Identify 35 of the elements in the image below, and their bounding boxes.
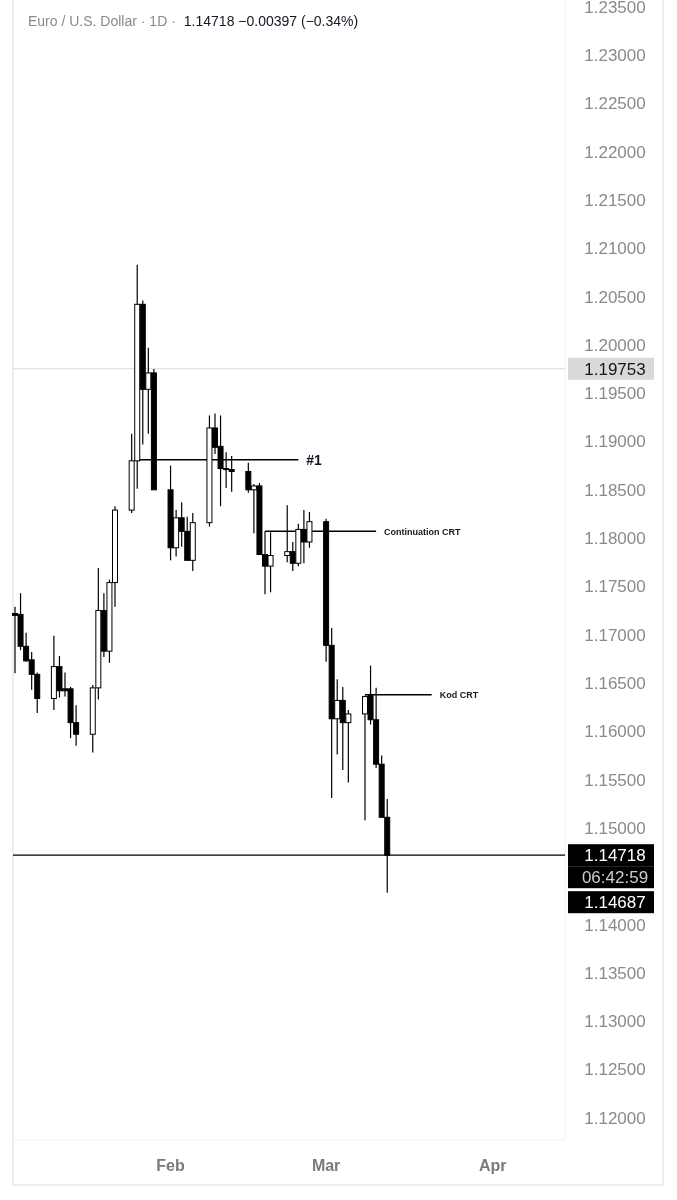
text: 06:42:59 <box>581 868 649 888</box>
y-tick-label: 1.17500 <box>584 577 646 597</box>
text: 1.14687 <box>584 893 646 913</box>
y-tick-label: 1.12000 <box>584 1108 646 1128</box>
y-tick-label: 1.22500 <box>584 94 646 114</box>
y-tick-label: 1.16000 <box>584 722 646 742</box>
ref-line-label: 1.14718 <box>584 846 646 866</box>
y-tick-label: 1.15500 <box>584 770 646 790</box>
y-tick-label: 1.20500 <box>584 287 646 307</box>
x-tick-label: Mar <box>311 1157 341 1174</box>
y-tick-label: 1.12500 <box>584 1060 646 1080</box>
y-tick-label: 1.21500 <box>584 190 646 210</box>
y-tick-label: 1.19000 <box>584 432 646 452</box>
text: 1.14718 −0.00397 (−0.34%) <box>183 13 359 29</box>
ref-line-label: 1.19753 <box>584 359 646 379</box>
y-tick-label: 1.21000 <box>584 239 646 259</box>
y-tick-label: 1.15000 <box>584 818 646 838</box>
text: Euro / U.S. Dollar · 1D · <box>28 13 176 29</box>
x-tick-label: Feb <box>156 1157 185 1174</box>
annotation: #1 <box>306 451 323 468</box>
y-tick-label: 1.20000 <box>584 335 646 355</box>
y-tick-label: 1.16500 <box>584 673 646 693</box>
annotation: Kod CRT <box>439 689 479 700</box>
y-tick-label: 1.18000 <box>584 529 646 549</box>
y-tick-label: 1.13500 <box>584 963 646 983</box>
annotation: Continuation CRT <box>384 526 462 537</box>
y-tick-label: 1.23500 <box>584 0 646 17</box>
y-tick-label: 1.14000 <box>584 915 646 935</box>
y-tick-label: 1.13000 <box>584 1012 646 1032</box>
y-tick-label: 1.18500 <box>584 480 646 500</box>
y-tick-label: 1.19500 <box>584 384 646 404</box>
y-tick-label: 1.22000 <box>584 142 646 162</box>
y-tick-label: 1.17000 <box>584 625 646 645</box>
x-tick-label: Apr <box>479 1157 507 1174</box>
y-tick-label: 1.23000 <box>584 46 646 66</box>
